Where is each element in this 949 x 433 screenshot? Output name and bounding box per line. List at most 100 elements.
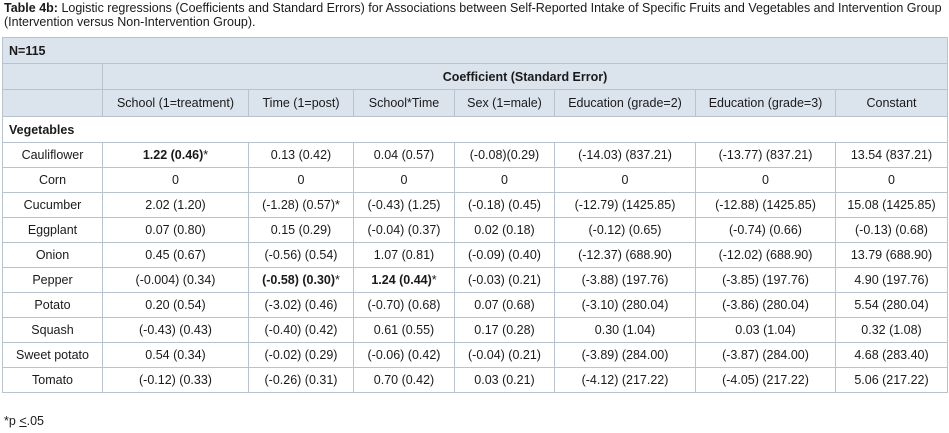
cell-value: 2.02 (1.20) <box>145 198 206 212</box>
table-cell: 0 <box>835 167 948 193</box>
cell-value: (-12.79) (1425.85) <box>574 198 676 212</box>
cell-value: (-14.03) (837.21) <box>578 148 672 162</box>
table-cell: (-0.08)(0.29) <box>454 142 555 168</box>
cell-value: 0.07 (0.80) <box>145 223 206 237</box>
cell-value: 0 <box>888 173 895 187</box>
table-cell: (-0.56) (0.54) <box>248 242 354 268</box>
table-cell: (-3.86) (280.04) <box>695 292 836 318</box>
cell-value: (-0.13) (0.68) <box>855 223 928 237</box>
cell-value: 0 <box>297 173 305 187</box>
row-label: Squash <box>2 317 103 343</box>
cell-value: 0.13 (0.42) <box>270 148 332 162</box>
significance-star: * <box>431 273 437 287</box>
column-header: Time (1=post) <box>248 89 354 117</box>
cell-value: 5.06 (217.22) <box>854 373 929 387</box>
table-cell: 0 <box>554 167 696 193</box>
regression-table: N=115 Coefficient (Standard Error) Schoo… <box>2 37 948 393</box>
table-cell: 0.70 (0.42) <box>353 367 455 393</box>
cell-value: (-0.70) (0.68) <box>367 298 441 312</box>
table-cell: (-0.12) (0.65) <box>554 217 696 243</box>
table-cell: 0.02 (0.18) <box>454 217 555 243</box>
caption-label: Table 4b: <box>4 1 58 15</box>
row-label: Cauliflower <box>2 142 103 168</box>
footnote-operator: < <box>19 414 27 428</box>
table-cell: (-12.02) (688.90) <box>695 242 836 268</box>
cell-value: 0.15 (0.29) <box>270 223 332 237</box>
table-cell: (-0.03) (0.21) <box>454 267 555 293</box>
table-row: Onion 0.45 (0.67) (-0.56) (0.54) 1.07 (0.81… <box>2 242 948 268</box>
row-label: Potato <box>2 292 103 318</box>
cell-value: 0.04 (0.57) <box>373 148 435 162</box>
table-cell: 0.03 (0.21) <box>454 367 555 393</box>
table-row: Squash (-0.43) (0.43) (-0.40) (0.42) 0.61 (… <box>2 317 948 343</box>
column-header: Education (grade=2) <box>554 89 696 117</box>
row-label: Corn <box>2 167 103 193</box>
cell-value: (-0.03) (0.21) <box>468 273 541 287</box>
table-cell: 0.32 (1.08) <box>835 317 948 343</box>
table-cell: (-12.79) (1425.85) <box>554 192 696 218</box>
table-cell: (-3.87) (284.00) <box>695 342 836 368</box>
table-cell: (-3.02) (0.46) <box>248 292 354 318</box>
table-cell: (-3.89) (284.00) <box>554 342 696 368</box>
significance-star: * <box>335 198 340 212</box>
cell-value: 0 <box>501 173 508 187</box>
table-cell: (-3.88) (197.76) <box>554 267 696 293</box>
cell-value: (-4.12) (217.22) <box>581 373 669 387</box>
table-cell: (-12.37) (688.90) <box>554 242 696 268</box>
cell-value: (-12.88) (1425.85) <box>715 198 816 212</box>
cell-value: (-0.04) (0.21) <box>468 348 541 362</box>
cell-value: (-3.86) (280.04) <box>722 298 809 312</box>
cell-value: (-0.004) (0.34) <box>135 273 216 287</box>
cell-value: (-12.37) (688.90) <box>578 248 672 262</box>
table-cell: (-12.88) (1425.85) <box>695 192 836 218</box>
table-cell: 15.08 (1425.85) <box>835 192 948 218</box>
table-cell: (-0.004) (0.34) <box>102 267 249 293</box>
cell-value: 0.61 (0.55) <box>373 323 435 337</box>
cell-value: 4.68 (283.40) <box>854 348 929 362</box>
cell-value: (-0.43) (1.25) <box>367 198 441 212</box>
table-cell: 4.90 (197.76) <box>835 267 948 293</box>
table-cell: (-0.13) (0.68) <box>835 217 948 243</box>
footnote-star: * <box>4 414 9 428</box>
table-cell: (-0.04) (0.37) <box>353 217 455 243</box>
table-cell: 2.02 (1.20) <box>102 192 249 218</box>
cell-value: 0.03 (1.04) <box>735 323 796 337</box>
cell-value: 1.07 (0.81) <box>373 248 435 262</box>
table-cell: (-0.70) (0.68) <box>353 292 455 318</box>
table-row: Tomato (-0.12) (0.33) (-0.26) (0.31) 0.70 (… <box>2 367 948 393</box>
table-cell: (-0.12) (0.33) <box>102 367 249 393</box>
cell-value: (-3.89) (284.00) <box>581 348 669 362</box>
cell-value: 0 <box>621 173 629 187</box>
significance-star: * <box>335 273 340 287</box>
table-cell: (-0.43) (0.43) <box>102 317 249 343</box>
table-cell: 0.15 (0.29) <box>248 217 354 243</box>
table-cell: 0.03 (1.04) <box>695 317 836 343</box>
cell-value: 0 <box>400 173 408 187</box>
table-cell: (-3.85) (197.76) <box>695 267 836 293</box>
cell-value: (-0.02) (0.29) <box>264 348 338 362</box>
cell-value: (-0.09) (0.40) <box>468 248 541 262</box>
cell-value: (-13.77) (837.21) <box>718 148 813 162</box>
header-blank-2 <box>2 89 103 117</box>
cell-value: (-3.02) (0.46) <box>264 298 338 312</box>
table-cell: 0.54 (0.34) <box>102 342 249 368</box>
cell-value: 13.79 (688.90) <box>850 248 933 262</box>
row-label: Eggplant <box>2 217 103 243</box>
cell-value: 0.54 (0.34) <box>145 348 206 362</box>
cell-value: (-0.43) (0.43) <box>139 323 212 337</box>
cell-value: (-4.05) (217.22) <box>722 373 809 387</box>
cell-value: (-0.26) (0.31) <box>264 373 338 387</box>
cell-value: (-3.88) (197.76) <box>581 273 669 287</box>
cell-value: 1.22 (0.46) <box>142 148 204 162</box>
group-header-row: Coefficient (Standard Error) <box>2 63 948 90</box>
cell-value: (-0.56) (0.54) <box>264 248 338 262</box>
table-cell: 0 <box>353 167 455 193</box>
column-header: Constant <box>835 89 948 117</box>
footnote-value: .05 <box>26 414 45 428</box>
table-cell: 0.45 (0.67) <box>102 242 249 268</box>
sample-size-row: N=115 <box>2 37 948 64</box>
cell-value: 0 <box>762 173 769 187</box>
column-header-row: School (1=treatment) Time (1=post) School*… <box>2 89 948 117</box>
cell-value: 0.17 (0.28) <box>474 323 535 337</box>
column-header: School*Time <box>353 89 455 117</box>
